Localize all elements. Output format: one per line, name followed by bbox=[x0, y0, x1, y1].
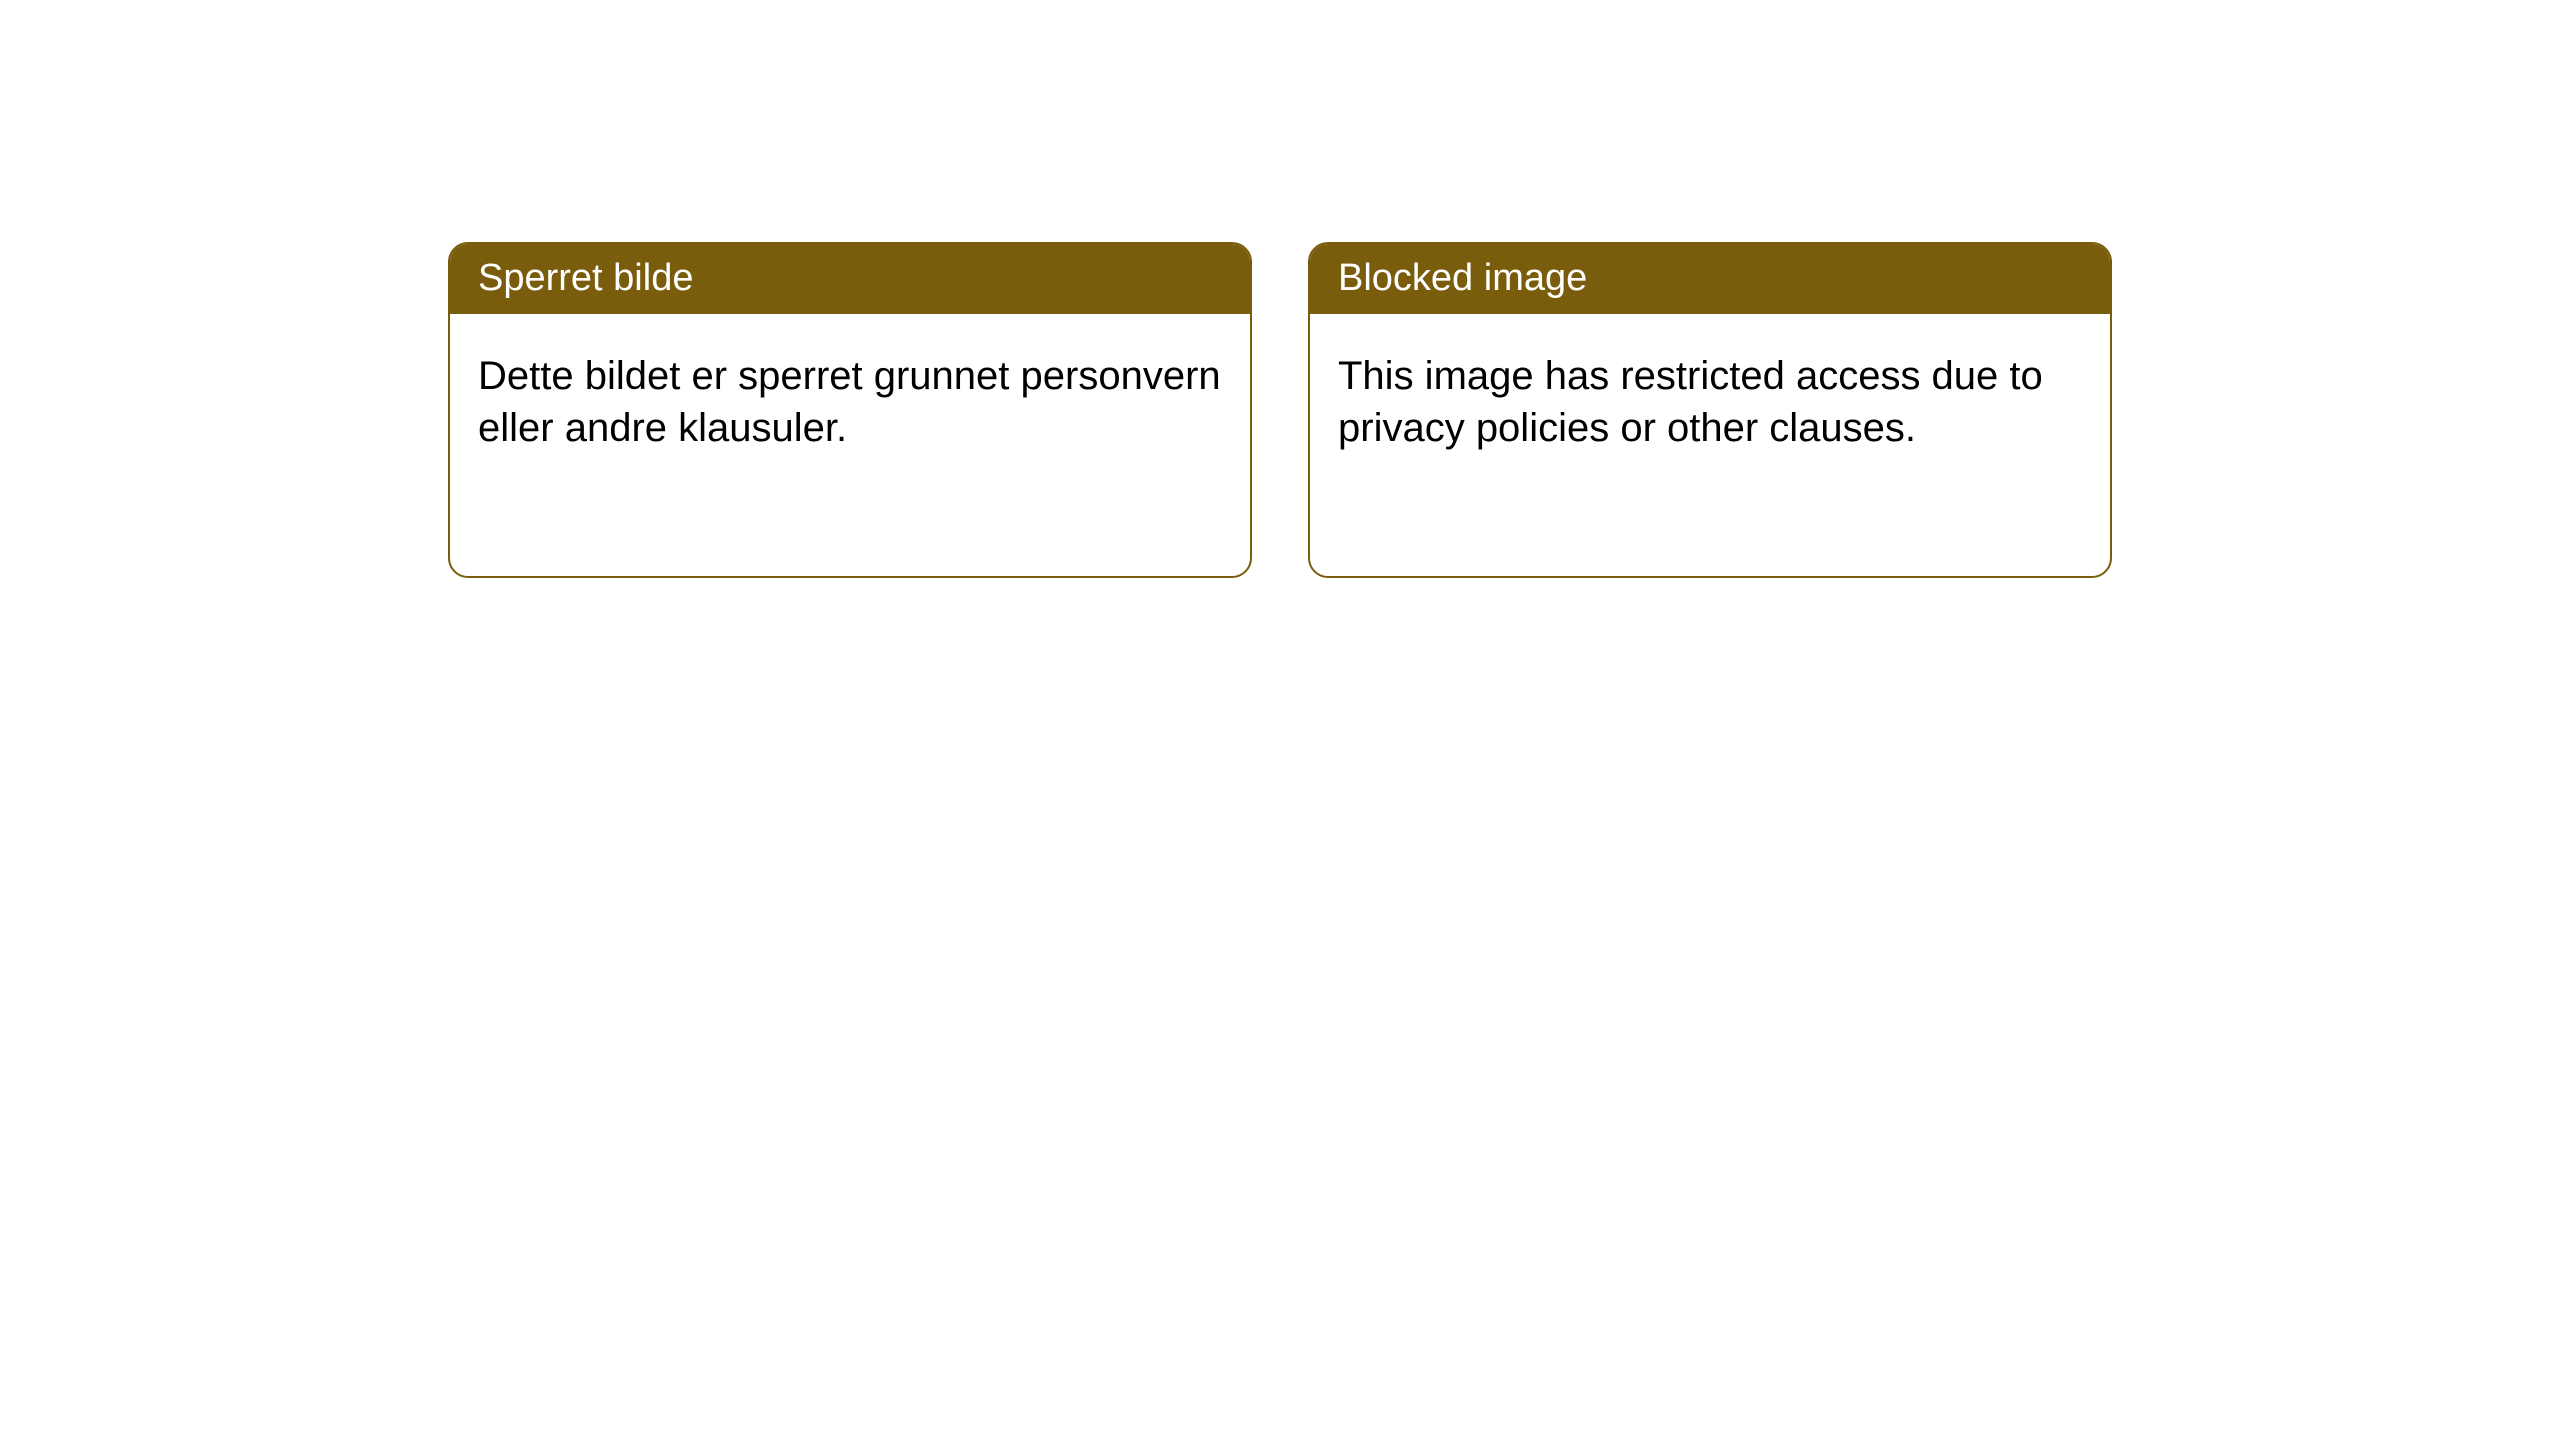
card-title: Sperret bilde bbox=[478, 257, 693, 299]
card-body: Dette bildet er sperret grunnet personve… bbox=[450, 314, 1250, 490]
cards-container: Sperret bilde Dette bildet er sperret gr… bbox=[0, 0, 2560, 578]
card-title: Blocked image bbox=[1338, 257, 1587, 299]
card-body: This image has restricted access due to … bbox=[1310, 314, 2110, 490]
card-body-text: Dette bildet er sperret grunnet personve… bbox=[478, 354, 1221, 450]
card-header: Sperret bilde bbox=[450, 244, 1250, 314]
card-header: Blocked image bbox=[1310, 244, 2110, 314]
card-body-text: This image has restricted access due to … bbox=[1338, 354, 2043, 450]
blocked-image-card-en: Blocked image This image has restricted … bbox=[1308, 242, 2112, 578]
blocked-image-card-no: Sperret bilde Dette bildet er sperret gr… bbox=[448, 242, 1252, 578]
